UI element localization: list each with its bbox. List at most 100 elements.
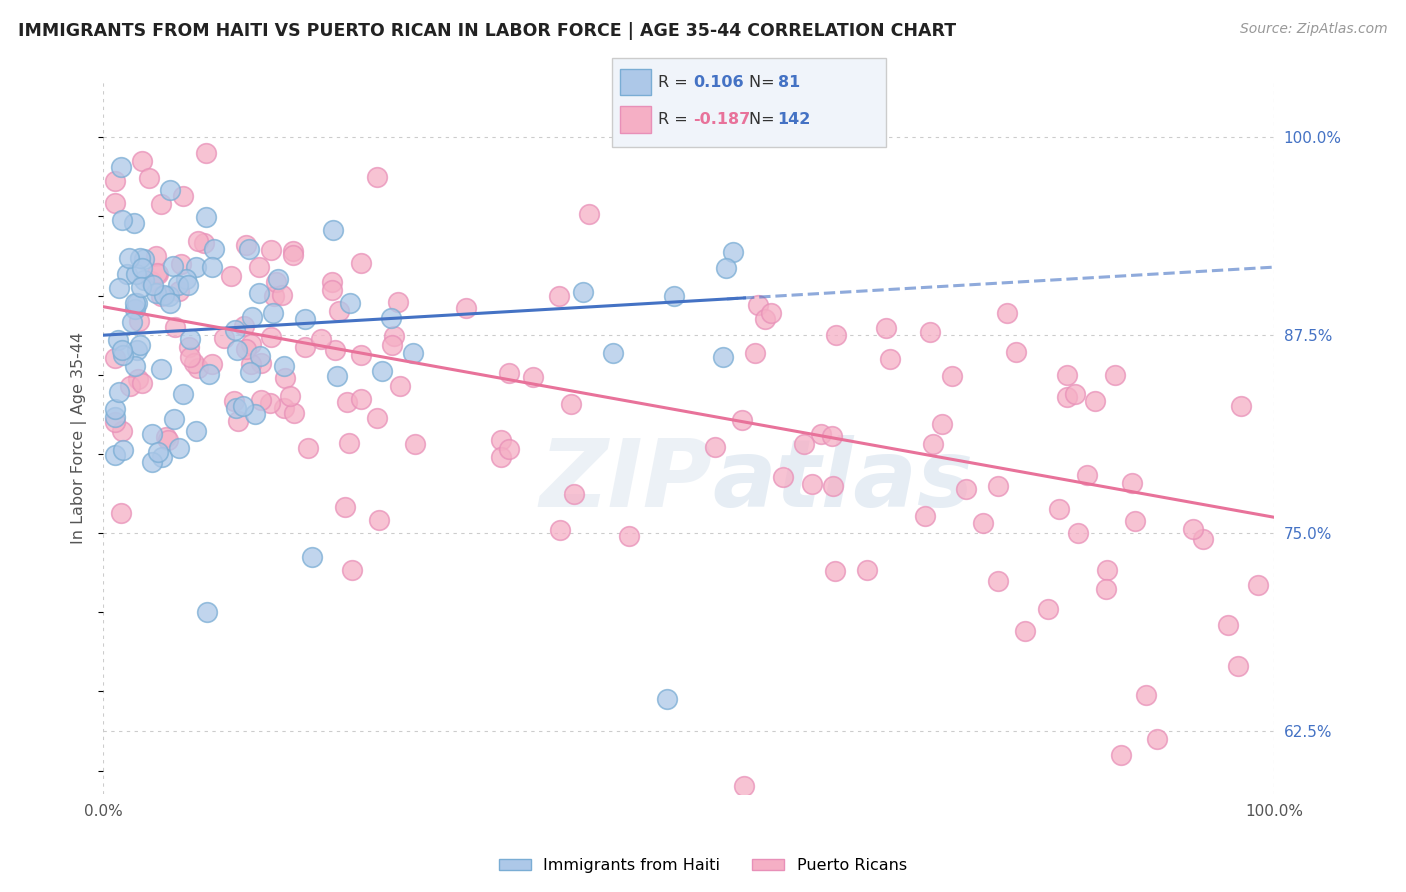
Point <box>224 323 246 337</box>
Text: atlas: atlas <box>711 434 973 527</box>
Point <box>169 441 191 455</box>
Point <box>572 285 595 300</box>
Point <box>122 216 145 230</box>
Point <box>195 210 218 224</box>
Point <box>1230 399 1253 413</box>
Point <box>1076 468 1098 483</box>
Point <box>243 407 266 421</box>
Point <box>247 285 270 300</box>
Point <box>350 392 373 406</box>
Point <box>128 338 150 352</box>
Point <box>202 242 225 256</box>
Point <box>321 283 343 297</box>
Point <box>165 320 187 334</box>
Point <box>221 269 243 284</box>
Point <box>118 252 141 266</box>
Point <box>162 259 184 273</box>
Point <box>239 358 262 372</box>
Point <box>322 223 344 237</box>
Point <box>879 351 901 366</box>
Point <box>107 385 129 400</box>
Point <box>124 302 146 317</box>
Point <box>104 448 127 462</box>
Point <box>110 161 132 175</box>
Point <box>810 426 832 441</box>
Point <box>129 280 152 294</box>
Point <box>167 285 190 299</box>
Point <box>273 401 295 415</box>
Point <box>172 188 194 202</box>
Point <box>125 343 148 357</box>
Point <box>128 251 150 265</box>
Point <box>366 410 388 425</box>
Point <box>489 433 512 447</box>
Point <box>259 396 281 410</box>
Point <box>548 523 571 537</box>
Point <box>141 274 163 288</box>
Point <box>801 476 824 491</box>
Point <box>1095 563 1118 577</box>
Point <box>263 289 285 303</box>
Point <box>972 516 994 531</box>
Point <box>128 314 150 328</box>
Point <box>125 296 148 310</box>
Point <box>564 486 586 500</box>
Point <box>703 440 725 454</box>
Point <box>226 343 249 357</box>
Point <box>184 424 207 438</box>
Point <box>560 397 582 411</box>
Point <box>153 287 176 301</box>
Text: -0.187: -0.187 <box>693 112 751 127</box>
Point <box>744 346 766 360</box>
Point <box>179 350 201 364</box>
Point <box>274 371 297 385</box>
Point <box>602 346 624 360</box>
Point <box>278 389 301 403</box>
Point <box>183 355 205 369</box>
Point <box>711 350 734 364</box>
Point <box>172 387 194 401</box>
Point <box>232 399 254 413</box>
Point <box>260 243 283 257</box>
Point <box>281 247 304 261</box>
Point <box>283 406 305 420</box>
Point <box>131 154 153 169</box>
Point <box>111 348 134 362</box>
Point <box>179 340 201 354</box>
Point <box>170 257 193 271</box>
Point <box>820 428 842 442</box>
Point <box>1182 522 1205 536</box>
Point <box>301 549 323 564</box>
Point <box>337 436 360 450</box>
Point <box>336 394 359 409</box>
Point <box>1005 345 1028 359</box>
Point <box>371 364 394 378</box>
Point <box>187 234 209 248</box>
Point <box>1095 582 1118 597</box>
Point <box>578 207 600 221</box>
Point <box>235 237 257 252</box>
Point <box>380 311 402 326</box>
Point <box>1056 390 1078 404</box>
Point <box>1146 731 1168 746</box>
Point <box>1047 502 1070 516</box>
Point <box>149 289 172 303</box>
Point <box>350 347 373 361</box>
Point <box>328 304 350 318</box>
Point <box>1246 578 1268 592</box>
Point <box>918 325 941 339</box>
Point <box>931 417 953 432</box>
Point <box>141 455 163 469</box>
Point <box>112 442 135 457</box>
Point <box>387 294 409 309</box>
Point <box>141 426 163 441</box>
Point <box>498 442 520 457</box>
Point <box>402 346 425 360</box>
Text: N=: N= <box>749 112 780 127</box>
Point <box>104 351 127 365</box>
Point <box>281 244 304 258</box>
Point <box>1056 368 1078 382</box>
Point <box>995 305 1018 319</box>
Point <box>1227 658 1250 673</box>
Point <box>224 394 246 409</box>
